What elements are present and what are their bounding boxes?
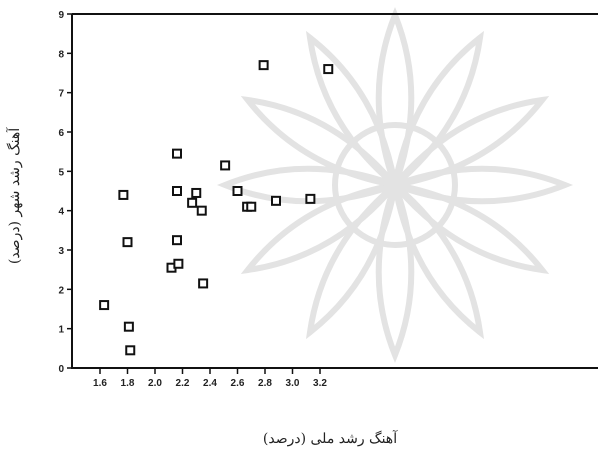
x-axis-title: آهنگ رشد ملی (درصد): [263, 429, 398, 447]
y-tick-label: 7: [58, 89, 64, 100]
scatter-point: [122, 237, 133, 248]
scatter-point: [172, 148, 182, 159]
scatter-point: [198, 278, 209, 289]
x-tick-label: 1.8: [121, 378, 135, 389]
x-tick-label: 2.6: [231, 378, 245, 389]
scatter-point: [99, 300, 110, 311]
scatter-point: [271, 195, 281, 206]
watermark-petal: [393, 165, 574, 205]
y-tick-label: 0: [58, 364, 64, 375]
scatter-point: [123, 321, 134, 332]
scatter-point: [172, 186, 182, 196]
scatter-point: [187, 197, 198, 208]
scatter-point: [323, 64, 334, 75]
watermark-petal: [375, 183, 415, 364]
watermark-emblem: [216, 6, 574, 364]
watermark-petal: [375, 6, 415, 187]
watermark-ring: [332, 122, 458, 248]
y-tick-label: 4: [58, 207, 64, 218]
y-tick-label: 1: [58, 325, 64, 336]
scatter-point: [258, 60, 269, 71]
x-tick-label: 3.0: [286, 378, 300, 389]
scatter-point: [246, 201, 257, 212]
y-tick-label: 5: [58, 167, 64, 178]
x-tick-label: 2.8: [258, 378, 272, 389]
scatter-point: [118, 189, 129, 200]
y-tick-label: 2: [58, 285, 64, 296]
scatter-point: [196, 205, 207, 216]
x-tick-label: 2.4: [203, 378, 217, 389]
y-tick-label: 8: [58, 49, 64, 60]
scatter-point: [172, 235, 182, 246]
x-tick-label: 1.6: [93, 378, 107, 389]
y-axis-title: (آهنگ رشد شهر (درصد: [5, 127, 23, 264]
scatter-point: [173, 258, 184, 269]
scatter-point: [220, 160, 231, 171]
y-tick-label: 3: [58, 246, 64, 257]
scatter-point: [305, 193, 316, 204]
scatter-point: [125, 345, 136, 356]
scatter-point: [232, 186, 243, 196]
x-tick-label: 2.2: [176, 378, 190, 389]
y-tick-label: 9: [58, 10, 64, 21]
axis-ticks: 1.6 1.8 2.0 2.2 2.4 2.6 2.8 3.0 3.2 0 1 2 3 4 5 6 7 8 9: [58, 10, 327, 389]
data-points: [99, 60, 334, 356]
x-tick-label: 3.2: [313, 378, 327, 389]
watermark-petal: [392, 95, 550, 188]
x-tick-label: 2.0: [148, 378, 162, 389]
y-tick-label: 6: [58, 128, 64, 139]
scatter-point: [191, 187, 202, 198]
